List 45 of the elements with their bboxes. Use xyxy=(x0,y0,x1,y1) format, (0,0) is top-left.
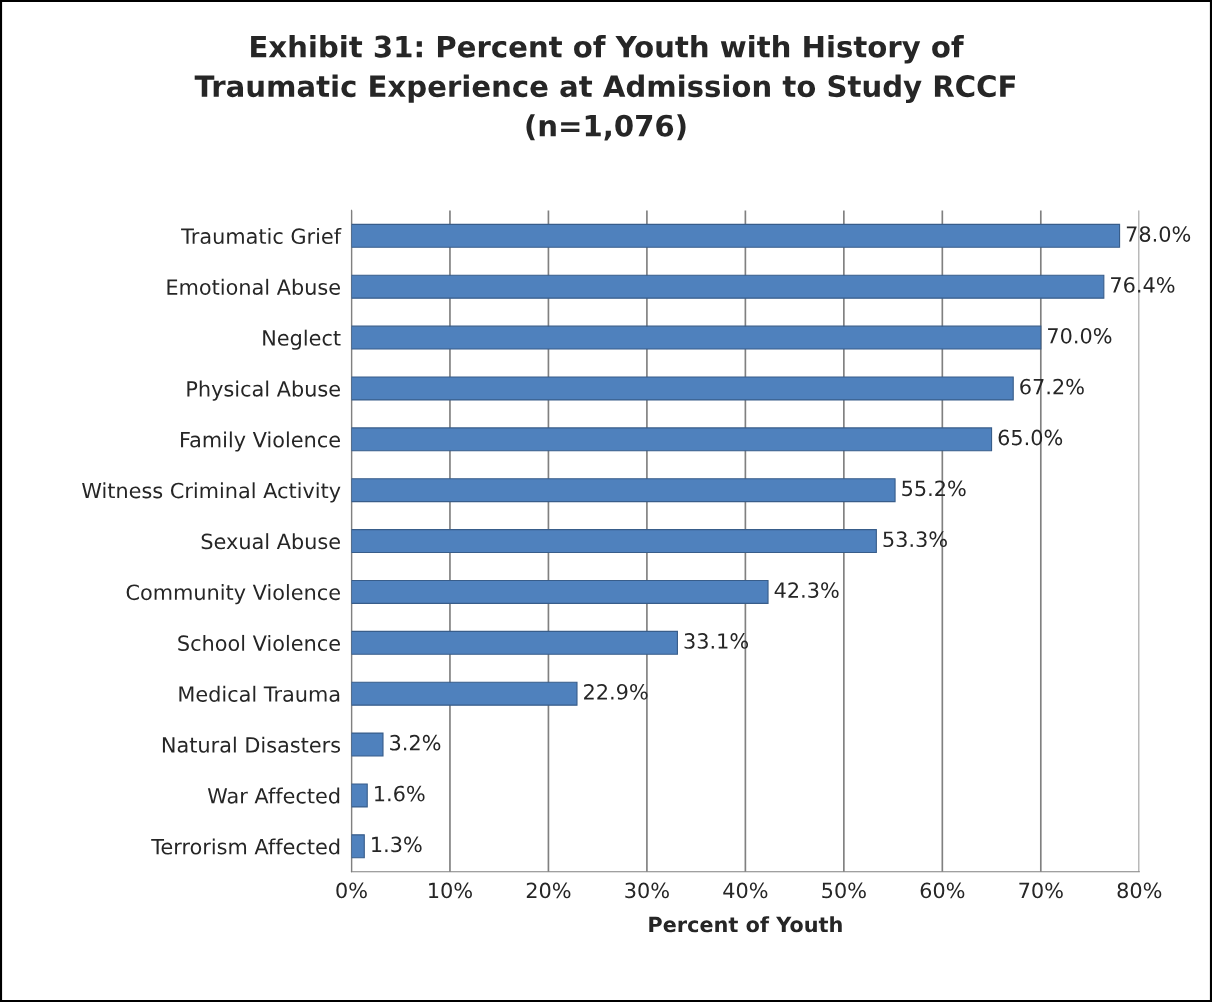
bar xyxy=(351,478,896,503)
x-axis-title: Percent of Youth xyxy=(649,916,842,933)
y-tick-label: Family Violence xyxy=(181,431,340,452)
x-tick-label: 70% xyxy=(1019,882,1063,899)
y-tick-label: Neglect xyxy=(263,329,341,350)
bar xyxy=(351,681,578,706)
bar xyxy=(351,376,1014,401)
bar xyxy=(351,325,1042,350)
bar xyxy=(351,274,1105,299)
data-label: 70.0% xyxy=(1048,327,1112,344)
bar xyxy=(351,427,993,452)
x-tick-label: 10% xyxy=(429,882,472,899)
bar xyxy=(351,834,365,859)
data-label: 3.2% xyxy=(390,734,441,751)
x-tick-label: 0% xyxy=(336,882,367,899)
chart-title: Exhibit 31: Percent of Youth with History of Traumatic Experience at Admission to Study RCCF (n=1,076) xyxy=(194,35,1015,141)
y-tick-label: Traumatic Grief xyxy=(181,227,342,245)
y-tick-label: Terrorism Affected xyxy=(151,838,340,855)
data-label: 22.9% xyxy=(584,683,648,700)
x-tick-label: 20% xyxy=(526,882,571,899)
x-tick-label: 40% xyxy=(723,882,768,899)
y-tick-label: Natural Disasters xyxy=(162,736,341,753)
data-label: 1.6% xyxy=(375,785,425,802)
bar xyxy=(351,579,769,604)
data-label: 78.0% xyxy=(1126,226,1191,242)
x-tick-label: 60% xyxy=(920,882,965,899)
x-tick-label: 80% xyxy=(1117,882,1162,899)
data-label: 1.3% xyxy=(372,836,422,853)
data-label: 42.3% xyxy=(774,582,839,598)
y-tick-label: Witness Criminal Activity xyxy=(82,482,341,503)
y-tick-label: Emotional Abuse xyxy=(167,278,340,295)
y-tick-label: Physical Abuse xyxy=(187,380,340,401)
bar xyxy=(351,783,368,808)
y-tick-label: School Violence xyxy=(178,634,340,652)
y-tick-label: Sexual Abuse xyxy=(201,533,340,550)
x-tick-label: 50% xyxy=(822,882,866,899)
bar xyxy=(351,223,1121,248)
data-label: 76.4% xyxy=(1111,277,1175,293)
y-tick-label: War Affected xyxy=(207,787,340,804)
y-tick-label: Community Violence xyxy=(126,584,340,605)
bar xyxy=(351,529,877,554)
bar xyxy=(351,732,384,757)
bar xyxy=(351,630,678,655)
x-tick-label: 30% xyxy=(625,882,669,899)
y-tick-label: Medical Trauma xyxy=(179,685,340,702)
